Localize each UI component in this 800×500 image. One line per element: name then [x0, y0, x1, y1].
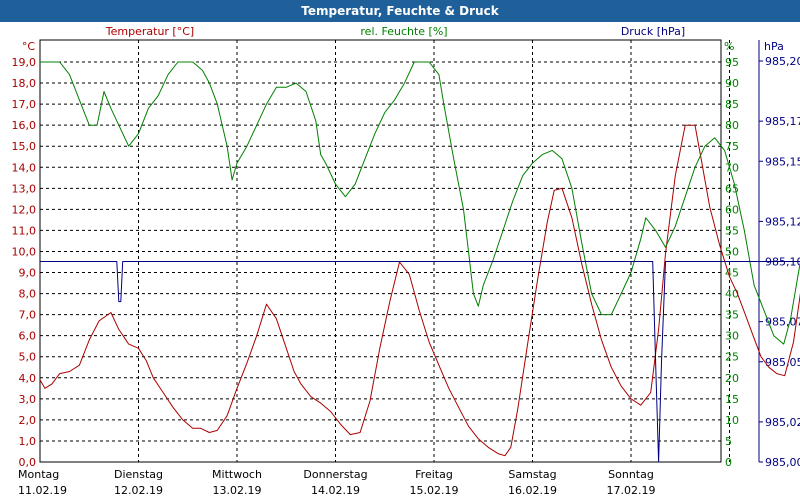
- hum-tick-label: 85: [725, 98, 739, 111]
- temp-tick-label: 13,0: [12, 182, 37, 195]
- hum-axis-label: rel. Feuchte [%]: [360, 25, 447, 38]
- temp-unit-label: °C: [22, 40, 36, 53]
- x-date-label: 17.02.19: [607, 484, 656, 497]
- x-date-label: 11.02.19: [18, 484, 67, 497]
- x-date-label: 12.02.19: [114, 484, 163, 497]
- temp-tick-label: 10,0: [12, 245, 37, 258]
- x-date-label: 14.02.19: [311, 484, 360, 497]
- temp-tick-labels: 0,0 1,0 2,0 3,0 4,0 5,0 6,0 7,0 8,0 9,0 10,0 11,0 12…: [12, 56, 37, 469]
- hum-tick-label: 5: [725, 435, 732, 448]
- humidity-line: [40, 61, 800, 345]
- hum-tick-label: 25: [725, 351, 739, 364]
- hum-tick-label: 80: [725, 119, 739, 132]
- temp-tick-label: 11,0: [12, 224, 37, 237]
- press-tick-label: 985,02: [765, 416, 800, 429]
- temp-tick-label: 5,0: [19, 351, 37, 364]
- x-date-label: 16.02.19: [508, 484, 557, 497]
- plot-area: [39, 39, 722, 463]
- press-axis-label: Druck [hPa]: [621, 25, 685, 38]
- temp-tick-label: 8,0: [19, 288, 37, 301]
- x-day-label: Dienstag: [114, 468, 163, 481]
- hum-tick-label: 65: [725, 182, 739, 195]
- temp-tick-label: 7,0: [19, 309, 37, 322]
- temp-tick-label: 6,0: [19, 330, 37, 343]
- hum-tick-label: 20: [725, 372, 739, 385]
- hum-tick-label: 90: [725, 77, 739, 90]
- temp-tick-label: 3,0: [19, 393, 37, 406]
- hum-tick-label: 50: [725, 245, 739, 258]
- hum-tick-label: 35: [725, 309, 739, 322]
- x-date-label: 15.02.19: [410, 484, 459, 497]
- temp-tick-label: 4,0: [19, 372, 37, 385]
- x-day-label: Donnerstag: [303, 468, 367, 481]
- hum-tick-label: 55: [725, 224, 739, 237]
- temp-tick-label: 12,0: [12, 203, 37, 216]
- hum-tick-label: 10: [725, 414, 739, 427]
- x-day-label: Freitag: [415, 468, 453, 481]
- chart: Temperatur [°C] rel. Feuchte [%] Druck […: [12, 25, 800, 497]
- x-day-label: Sonntag: [608, 468, 654, 481]
- hum-tick-label: 95: [725, 56, 739, 69]
- x-tick-labels: Montag 11.02.19 Dienstag 12.02.19 Mittwoch 13…: [18, 468, 655, 497]
- press-tick-label: 985,05: [765, 356, 800, 369]
- hum-unit-label: %: [724, 40, 734, 53]
- temp-tick-label: 1,0: [19, 435, 37, 448]
- x-day-label: Montag: [18, 468, 59, 481]
- hum-tick-label: 40: [725, 288, 739, 301]
- hum-tick-label: 45: [725, 267, 739, 280]
- x-day-label: Samstag: [508, 468, 556, 481]
- temp-tick-label: 9,0: [19, 267, 37, 280]
- temp-tick-label: 15,0: [12, 140, 37, 153]
- hum-tick-label: 60: [725, 203, 739, 216]
- press-tick-label: 985,12: [765, 215, 800, 228]
- temp-tick-label: 16,0: [12, 119, 37, 132]
- press-tick-label: 985,15: [765, 155, 800, 168]
- press-tick-label: 985,20: [765, 55, 800, 68]
- temp-tick-label: 17,0: [12, 98, 37, 111]
- chart-title: Temperatur, Feuchte & Druck: [0, 0, 800, 22]
- temp-tick-label: 0,0: [19, 456, 37, 469]
- temperature-line: [39, 124, 800, 457]
- press-unit-label: hPa: [764, 40, 784, 53]
- press-tick-label: 985,17: [765, 115, 800, 128]
- hum-tick-label: 0: [725, 456, 732, 469]
- x-date-label: 13.02.19: [213, 484, 262, 497]
- temp-axis-label: Temperatur [°C]: [105, 25, 194, 38]
- pressure-line: [40, 261, 800, 463]
- hum-tick-label: 30: [725, 330, 739, 343]
- hum-tick-label: 75: [725, 140, 739, 153]
- temp-tick-label: 19,0: [12, 56, 37, 69]
- press-tick-label: 985,00: [765, 456, 800, 469]
- temp-tick-label: 14,0: [12, 161, 37, 174]
- hum-tick-label: 70: [725, 161, 739, 174]
- x-day-label: Mittwoch: [212, 468, 262, 481]
- series-lines: [39, 61, 800, 463]
- temp-tick-label: 2,0: [19, 414, 37, 427]
- press-tick-label: 985,07: [765, 316, 800, 329]
- hum-tick-label: 15: [725, 393, 739, 406]
- hum-tick-labels: 0 5 10 15 20 25 30 35 40 45 50 55 60 65 70 75 80 85 90 95: [725, 56, 739, 469]
- temp-tick-label: 18,0: [12, 77, 37, 90]
